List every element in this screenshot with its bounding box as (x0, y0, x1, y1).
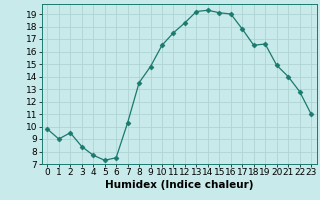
X-axis label: Humidex (Indice chaleur): Humidex (Indice chaleur) (105, 180, 253, 190)
